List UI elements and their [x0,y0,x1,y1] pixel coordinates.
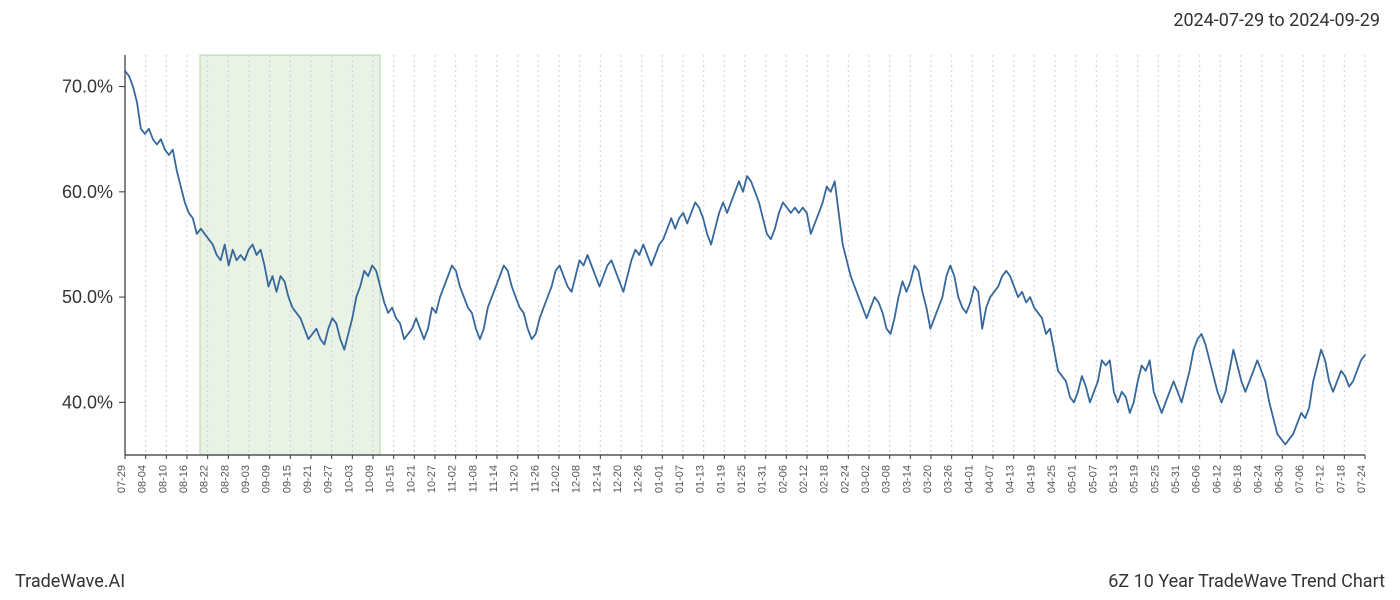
svg-text:06-12: 06-12 [1211,465,1223,493]
svg-text:01-31: 01-31 [757,465,769,493]
svg-text:06-18: 06-18 [1232,465,1244,493]
svg-text:12-08: 12-08 [571,465,583,493]
svg-text:11-14: 11-14 [488,465,500,492]
svg-text:07-24: 07-24 [1356,465,1368,493]
svg-text:05-07: 05-07 [1087,465,1099,493]
svg-text:10-09: 10-09 [364,465,376,493]
svg-text:11-08: 11-08 [467,465,479,492]
svg-text:11-26: 11-26 [529,465,541,492]
svg-text:11-20: 11-20 [509,465,521,492]
date-range-label: 2024-07-29 to 2024-09-29 [1173,10,1380,31]
svg-text:04-19: 04-19 [1025,465,1037,493]
svg-text:08-10: 08-10 [157,465,169,493]
svg-text:10-21: 10-21 [405,465,417,493]
svg-text:08-04: 08-04 [137,465,149,493]
svg-text:03-02: 03-02 [860,465,872,493]
svg-text:04-13: 04-13 [1005,465,1017,493]
svg-text:50.0%: 50.0% [62,287,113,307]
svg-text:07-06: 07-06 [1294,465,1306,493]
svg-text:03-26: 03-26 [943,465,955,493]
svg-text:05-13: 05-13 [1108,465,1120,493]
brand-label: TradeWave.AI [15,571,125,592]
svg-text:06-30: 06-30 [1273,465,1285,493]
svg-text:02-18: 02-18 [819,465,831,493]
svg-text:02-12: 02-12 [798,465,810,493]
svg-text:40.0%: 40.0% [62,392,113,412]
svg-text:10-15: 10-15 [385,465,397,493]
svg-text:70.0%: 70.0% [62,77,113,97]
svg-text:04-01: 04-01 [963,465,975,493]
svg-text:09-21: 09-21 [302,465,314,493]
svg-text:04-25: 04-25 [1046,465,1058,493]
trend-chart: 40.0% 50.0% 60.0% 70.0% 07-29 08-04 08-10 08-16… [0,40,1400,560]
svg-text:03-14: 03-14 [901,465,913,493]
svg-text:01-25: 01-25 [736,465,748,493]
svg-text:09-15: 09-15 [281,465,293,493]
svg-text:05-19: 05-19 [1129,465,1141,493]
svg-text:05-25: 05-25 [1149,465,1161,493]
svg-text:60.0%: 60.0% [62,182,113,202]
svg-text:12-26: 12-26 [633,465,645,493]
svg-text:09-09: 09-09 [261,465,273,493]
svg-text:12-20: 12-20 [612,465,624,493]
svg-text:06-24: 06-24 [1253,465,1265,493]
svg-text:03-08: 03-08 [881,465,893,493]
chart-container: 40.0% 50.0% 60.0% 70.0% 07-29 08-04 08-10 08-16… [0,40,1400,560]
svg-text:12-02: 12-02 [550,465,562,493]
svg-text:01-01: 01-01 [653,465,665,493]
svg-text:09-03: 09-03 [240,465,252,493]
svg-text:12-14: 12-14 [591,465,603,493]
svg-text:10-03: 10-03 [343,465,355,493]
svg-text:01-19: 01-19 [715,465,727,493]
svg-text:09-27: 09-27 [323,465,335,493]
svg-text:02-06: 02-06 [777,465,789,493]
svg-text:07-29: 07-29 [116,465,128,493]
svg-text:08-28: 08-28 [219,465,231,493]
svg-text:04-07: 04-07 [984,465,996,493]
svg-text:01-13: 01-13 [695,465,707,493]
svg-text:07-18: 07-18 [1335,465,1347,493]
svg-text:08-16: 08-16 [178,465,190,493]
svg-text:06-06: 06-06 [1191,465,1203,493]
chart-title: 6Z 10 Year TradeWave Trend Chart [1108,571,1385,592]
svg-text:05-31: 05-31 [1170,465,1182,493]
svg-text:08-22: 08-22 [199,465,211,493]
svg-text:01-07: 01-07 [674,465,686,493]
svg-text:03-20: 03-20 [922,465,934,493]
svg-text:07-12: 07-12 [1315,465,1327,493]
svg-text:02-24: 02-24 [839,465,851,493]
svg-text:05-01: 05-01 [1067,465,1079,493]
svg-text:11-02: 11-02 [447,465,459,492]
svg-text:10-27: 10-27 [426,465,438,493]
